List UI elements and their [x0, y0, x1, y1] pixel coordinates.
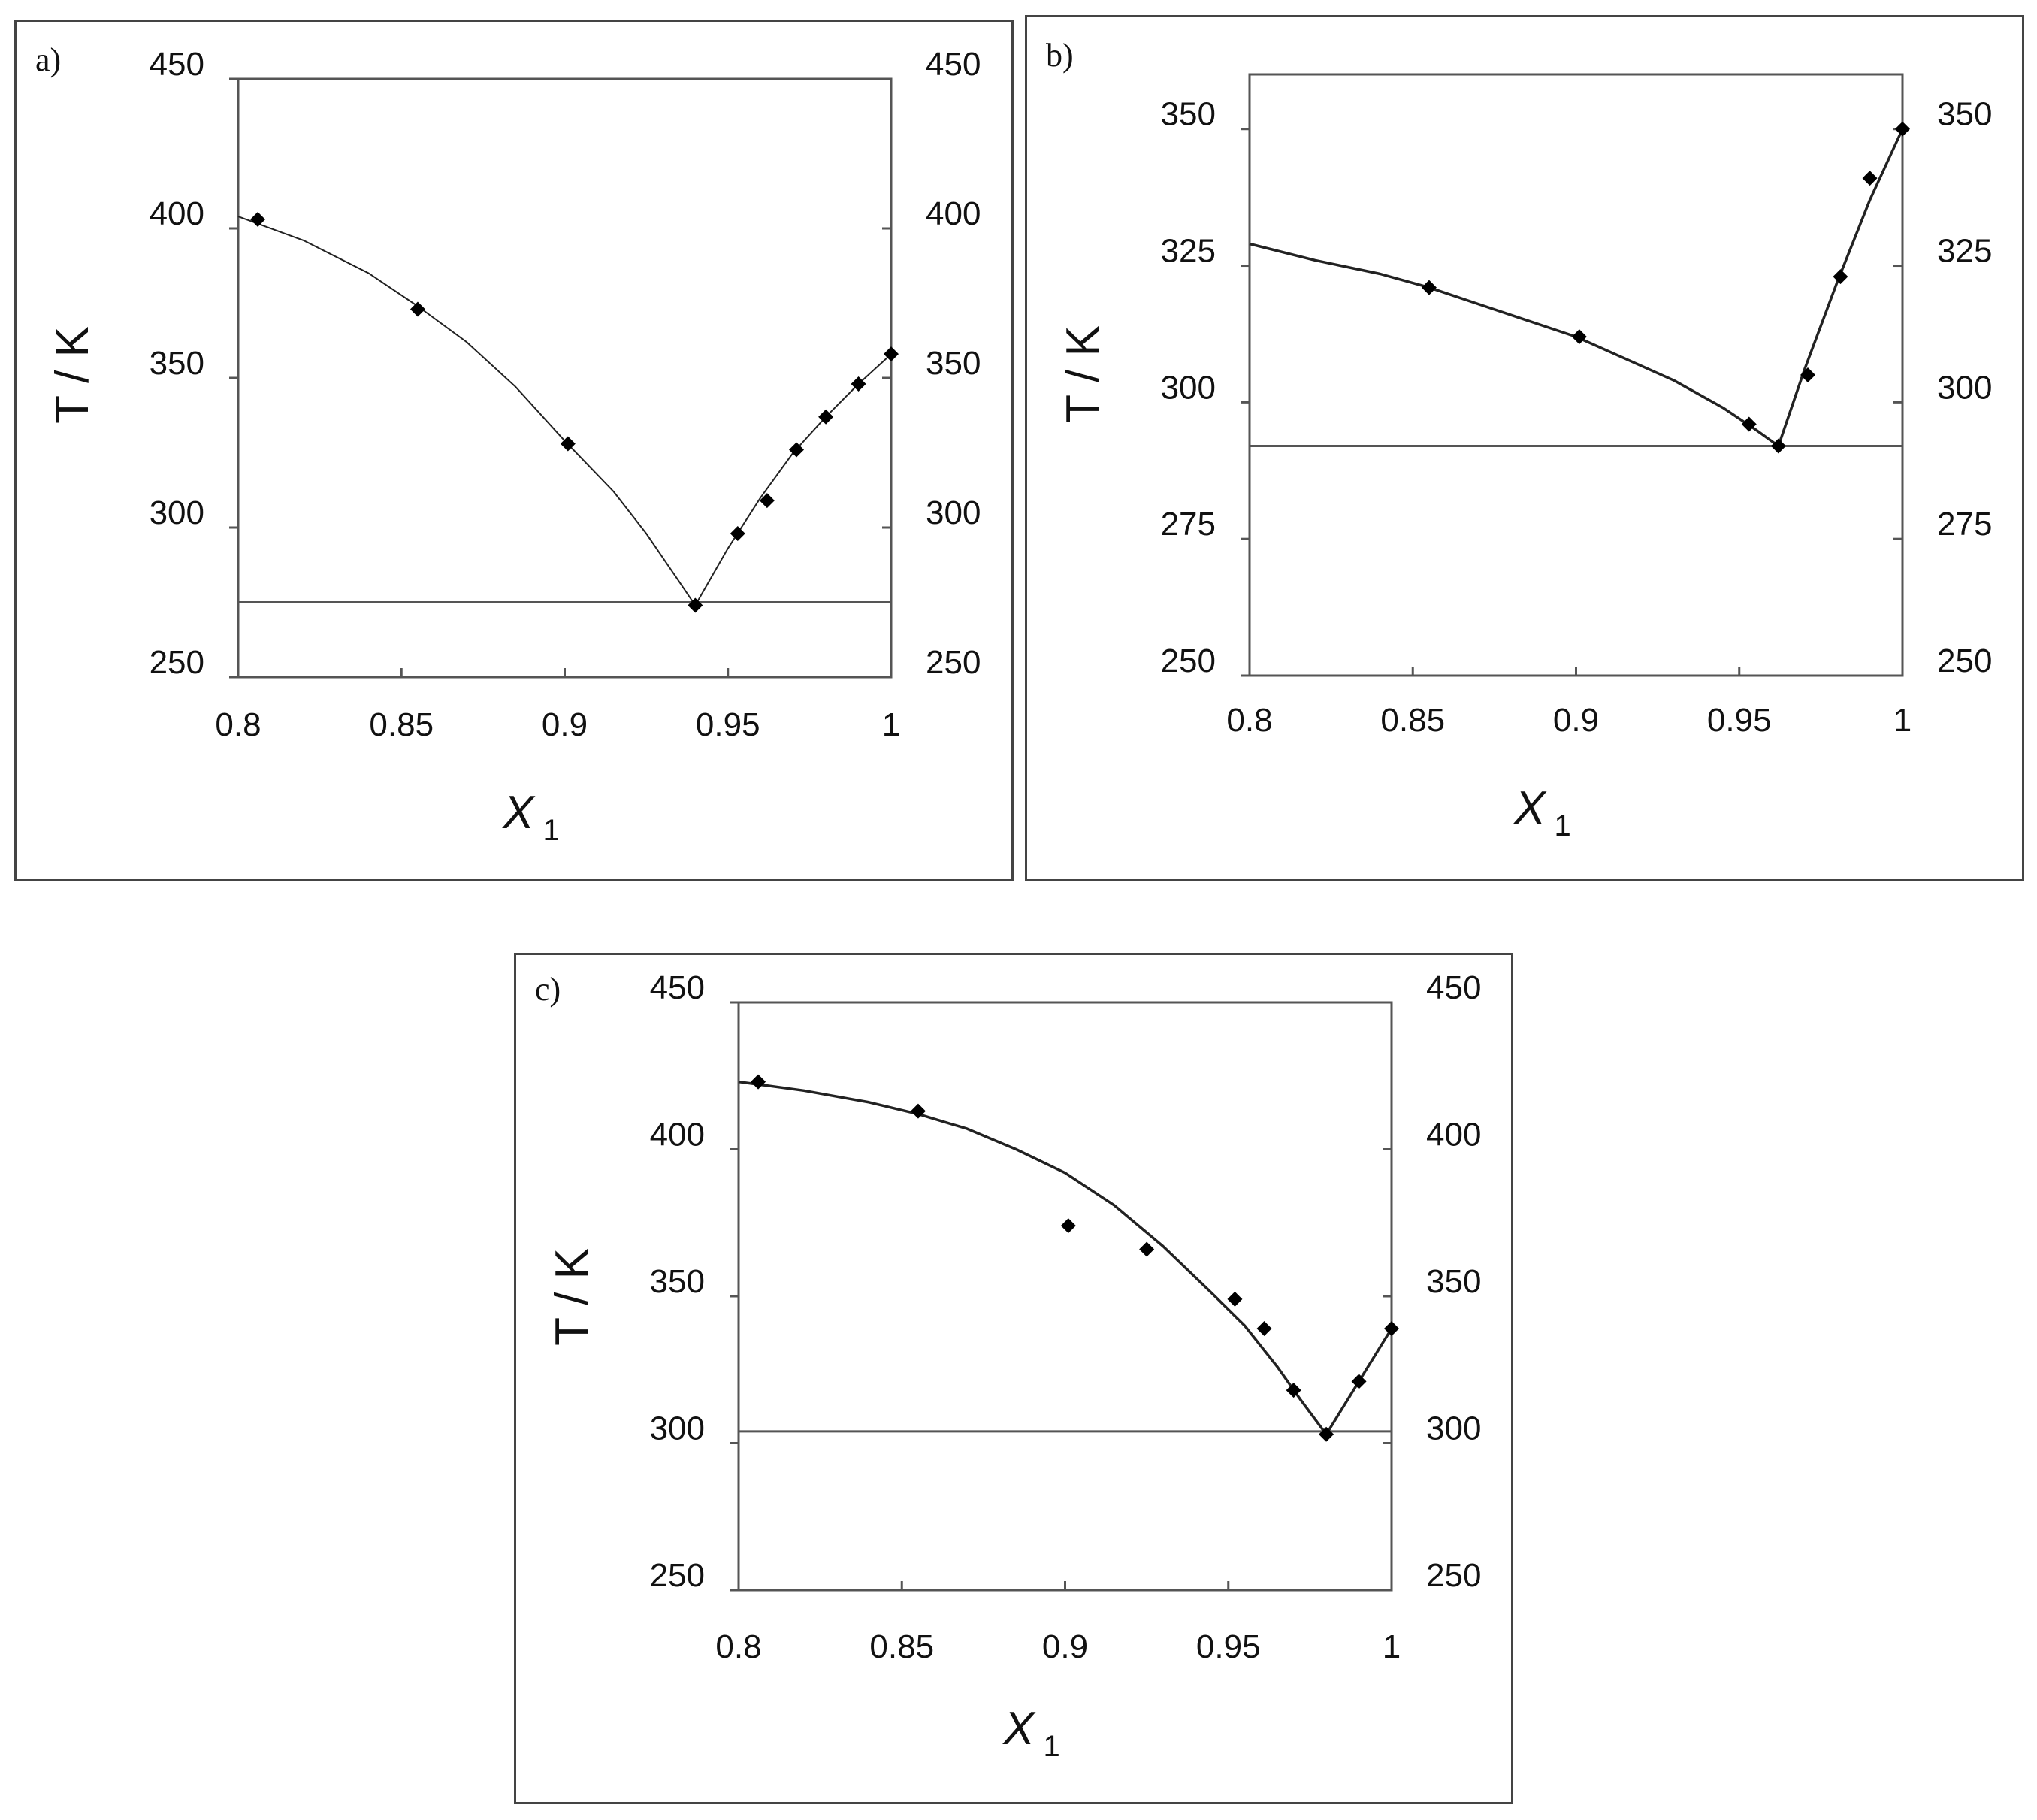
x-tick-label: 0.9	[1042, 1628, 1088, 1665]
y-tick-label-right: 350	[1937, 96, 1992, 133]
x-axis-label-subscript: 1	[543, 814, 560, 847]
y-tick-label-left: 350	[150, 345, 204, 382]
data-point-marker	[1060, 1218, 1076, 1234]
x-tick-label: 1	[1383, 1628, 1401, 1665]
data-point-marker	[1139, 1241, 1155, 1257]
data-point-marker	[1286, 1383, 1301, 1398]
panel-label: b)	[1046, 37, 1074, 74]
data-point-marker	[818, 409, 834, 425]
y-tick-label-left: 400	[150, 195, 204, 232]
x-tick-label: 0.95	[1196, 1628, 1261, 1665]
data-point-marker	[1319, 1426, 1334, 1442]
y-axis-label: T / K	[47, 326, 98, 424]
y-tick-label-right: 450	[1426, 969, 1481, 1006]
data-point-marker	[730, 525, 745, 541]
x-tick-label: 0.9	[542, 706, 588, 743]
plot-frame	[737, 1001, 1393, 1592]
data-point-marker	[688, 597, 703, 613]
x-axis-label-subscript: 1	[1555, 809, 1571, 842]
y-tick-label-right: 400	[1426, 1117, 1481, 1153]
data-point-marker	[759, 493, 775, 509]
chart-svg-b: b) 250 250 275 275 300 300 325 325 350 350 0.8 0.85 0…	[1046, 37, 1992, 842]
data-point-marker	[1351, 1374, 1367, 1389]
x-tick-label: 0.8	[1226, 702, 1272, 739]
data-point-marker	[1741, 416, 1757, 432]
fit-curve	[1249, 128, 1904, 448]
x-tick-label: 0.95	[696, 706, 760, 743]
y-tick-label-left: 350	[650, 1263, 705, 1300]
chart-panel-b: b) 250 250 275 275 300 300 325 325 350 350 0.8 0.85 0…	[1025, 15, 2024, 881]
data-point-marker	[1833, 269, 1848, 285]
data-point-marker	[1421, 280, 1437, 295]
x-tick-label: 0.85	[369, 706, 434, 743]
data-point-marker	[1256, 1321, 1272, 1337]
data-point-marker	[1862, 171, 1878, 186]
y-tick-label-right: 350	[1426, 1263, 1481, 1300]
data-point-marker	[250, 212, 266, 228]
data-point-marker	[788, 442, 804, 458]
x-tick-label: 0.85	[1380, 702, 1445, 739]
y-tick-label-left: 450	[150, 46, 204, 83]
y-tick-label-right: 300	[1937, 369, 1992, 406]
y-tick-label-right: 250	[926, 644, 981, 681]
fit-curve	[738, 1080, 1393, 1436]
y-tick-label-left: 250	[650, 1557, 705, 1594]
data-point-marker	[1800, 367, 1815, 382]
y-tick-label-left: 250	[150, 644, 204, 681]
y-tick-label-right: 250	[1426, 1557, 1481, 1594]
chart-svg-a: a) 250 250 300 300 350 350 400 400 450 450 0.8 0.85 0…	[35, 41, 981, 847]
data-point-marker	[1384, 1321, 1399, 1337]
data-point-marker	[1227, 1291, 1243, 1307]
y-tick-label-right: 325	[1937, 233, 1992, 270]
data-point-marker	[884, 346, 899, 362]
chart-panel-a: a) 250 250 300 300 350 350 400 400 450 450 0.8 0.85 0…	[14, 20, 1014, 881]
plot-frame	[237, 77, 893, 679]
y-tick-label-right: 450	[926, 46, 981, 83]
x-axis-label-main: X	[1002, 1703, 1036, 1755]
data-point-marker	[560, 436, 576, 452]
x-tick-label: 0.8	[715, 1628, 761, 1665]
y-tick-label-left: 275	[1161, 506, 1216, 543]
y-tick-label-left: 325	[1161, 233, 1216, 270]
fit-curve	[237, 216, 892, 606]
panel-label: c)	[535, 971, 561, 1008]
chart-panel-c: c) 250 250 300 300 350 350 400 400 450 450 0.8 0.85 0…	[514, 953, 1513, 1804]
y-tick-label-left: 300	[150, 494, 204, 531]
data-point-marker	[910, 1103, 926, 1119]
x-tick-label: 0.8	[215, 706, 261, 743]
x-tick-label: 0.85	[869, 1628, 934, 1665]
data-point-marker	[751, 1074, 766, 1090]
x-axis-label-main: X	[501, 787, 536, 839]
x-tick-label: 1	[1893, 702, 1912, 739]
data-point-marker	[410, 301, 425, 317]
y-tick-label-left: 300	[1161, 369, 1216, 406]
data-point-marker	[1770, 438, 1786, 454]
y-tick-label-right: 300	[1426, 1410, 1481, 1447]
y-tick-label-left: 400	[650, 1117, 705, 1153]
y-tick-label-left: 250	[1161, 642, 1216, 679]
x-tick-label: 0.95	[1707, 702, 1772, 739]
y-tick-label-left: 300	[650, 1410, 705, 1447]
y-tick-label-right: 275	[1937, 506, 1992, 543]
data-point-marker	[1895, 121, 1910, 137]
x-tick-label: 1	[882, 706, 900, 743]
chart-svg-c: c) 250 250 300 300 350 350 400 400 450 450 0.8 0.85 0…	[535, 969, 1481, 1763]
x-tick-label: 0.9	[1553, 702, 1599, 739]
y-tick-label-right: 250	[1937, 642, 1992, 679]
y-tick-label-right: 350	[926, 345, 981, 382]
y-tick-label-left: 350	[1161, 96, 1216, 133]
y-tick-label-right: 400	[926, 195, 981, 232]
data-point-marker	[1571, 329, 1587, 345]
y-tick-label-left: 450	[650, 969, 705, 1006]
y-tick-label-right: 300	[926, 494, 981, 531]
y-axis-label: T / K	[546, 1248, 598, 1346]
y-axis-label: T / K	[1057, 325, 1109, 423]
x-axis-label-subscript: 1	[1044, 1730, 1060, 1763]
panel-label: a)	[35, 41, 61, 78]
x-axis-label-main: X	[1513, 782, 1547, 834]
data-point-marker	[851, 376, 866, 392]
